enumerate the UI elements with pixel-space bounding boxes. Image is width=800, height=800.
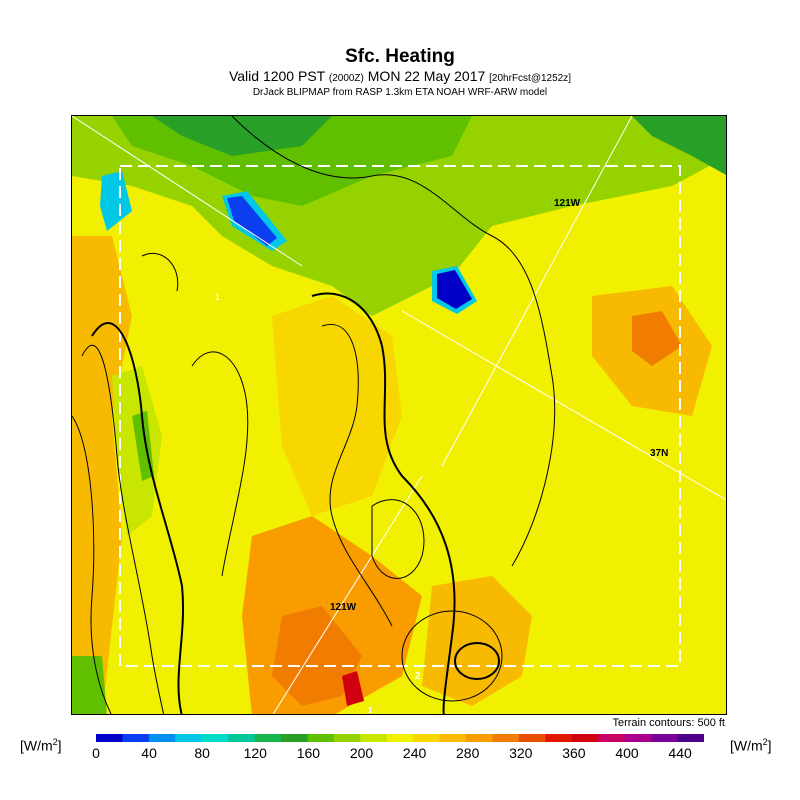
southeast-heat-region	[422, 576, 532, 706]
colorbar-swatch	[545, 734, 573, 742]
colorbar-tick-label: 400	[615, 745, 639, 761]
terrain-contour	[371, 499, 425, 579]
colorbar-tick-label: 0	[92, 745, 100, 761]
center-blue-patch	[437, 270, 472, 309]
graticule-line	[72, 116, 303, 267]
south-red-spot	[342, 671, 364, 706]
colorbar-tick-label: 440	[668, 745, 692, 761]
terrain-contour	[231, 116, 556, 567]
unit-base: [W/m	[20, 737, 53, 754]
northwest-cyan-patch	[100, 171, 132, 231]
north-blue-patch	[227, 196, 277, 246]
colorbar-tick-label: 240	[402, 745, 427, 761]
west-heat-region	[72, 236, 132, 714]
unit-close: ]	[767, 737, 772, 754]
colorbar-swatch	[439, 734, 467, 742]
unit-base: [W/m	[730, 737, 763, 754]
colorbar-swatch	[571, 734, 599, 742]
colorbar-swatch	[492, 734, 520, 742]
colorbar-tick-label: 40	[141, 745, 157, 761]
unit-label-left: [W/m2]	[20, 737, 62, 754]
graticule-line	[401, 310, 726, 501]
colorbar-swatch	[651, 734, 679, 742]
colorbar-swatch	[122, 734, 150, 742]
terrain-contour	[141, 253, 179, 292]
terrain-contour	[311, 292, 456, 714]
graticule-line	[441, 116, 633, 467]
colorbar-tick-label: 160	[296, 745, 321, 761]
graticule-line	[272, 475, 423, 714]
valid-forecast: [20hrFcst@1252z]	[489, 73, 572, 84]
colorbar-tick-label: 360	[562, 745, 586, 761]
colorbar-tick-label: 320	[509, 745, 533, 761]
terrain-contour	[191, 351, 249, 577]
map-canvas	[72, 116, 726, 714]
domain-box	[119, 165, 681, 667]
colorbar-swatch	[96, 734, 123, 742]
colorbar-swatch	[518, 734, 546, 742]
colorbar-swatch	[413, 734, 441, 742]
contour-label: 2	[415, 671, 421, 682]
lon-label-bottom: 121W	[330, 602, 357, 613]
colorbar-swatch	[148, 734, 176, 742]
unit-exponent: 2	[762, 737, 768, 747]
colorbar-swatch	[254, 734, 282, 742]
colorbar-swatch	[228, 734, 256, 742]
valid-zone: (2000Z)	[328, 73, 364, 84]
north-dark-green	[152, 116, 332, 156]
map-title: Sfc. Heating	[345, 46, 455, 67]
terrain-contour-peak	[454, 642, 500, 680]
valid-time: Valid 1200 PST (2000Z) MON 22 May 2017 […	[0, 68, 800, 84]
terrain-contour	[91, 322, 185, 714]
model-line: DrJack BLIPMAP from RASP 1.3km ETA NOAH …	[252, 87, 548, 98]
valid-date: MON 22 May 2017	[367, 68, 486, 84]
colorbar-swatch	[624, 734, 652, 742]
colorbar-swatch	[281, 734, 308, 742]
colorbar-swatch	[466, 734, 494, 742]
terrain-contour	[81, 344, 165, 714]
heating-map: 121W 121W 37N 1 2 1	[71, 115, 727, 715]
colorbar-swatch	[386, 734, 414, 742]
colorbar-tick-label: 120	[243, 745, 267, 761]
central-warm-region	[272, 296, 402, 516]
lon-label-top: 121W	[554, 198, 581, 209]
west-green-core	[132, 411, 154, 481]
contour-label: 1	[215, 292, 221, 302]
colorbar-tick-label: 80	[194, 745, 210, 761]
colorbar-swatch	[307, 734, 335, 742]
west-green-strip	[112, 366, 162, 536]
unit-exponent: 2	[52, 737, 58, 747]
unit-close: ]	[57, 737, 62, 754]
northeast-dark-green	[632, 116, 726, 175]
colorbar	[96, 734, 704, 742]
unit-label-right: [W/m2]	[730, 737, 772, 754]
valid-main: Valid 1200 PST	[228, 68, 325, 84]
colorbar-swatch	[598, 734, 626, 742]
colorbar-tick-label: 200	[349, 745, 374, 761]
colorbar-swatch	[360, 734, 388, 742]
terrain-contour	[321, 324, 393, 627]
terrain-contour	[72, 415, 112, 714]
colorbar-swatch	[201, 734, 229, 742]
east-hot-core	[632, 311, 682, 366]
south-hot-core	[272, 606, 362, 706]
terrain-contour	[401, 610, 503, 702]
colorbar-tick-label: 280	[456, 745, 480, 761]
lat-label: 37N	[650, 448, 669, 459]
colorbar-swatch	[333, 734, 361, 742]
colorbar-swatch	[677, 734, 704, 742]
southwest-green	[72, 656, 107, 714]
contour-label: 1	[368, 706, 373, 715]
terrain-note: Terrain contours: 500 ft	[612, 717, 725, 729]
colorbar-swatch	[175, 734, 203, 742]
